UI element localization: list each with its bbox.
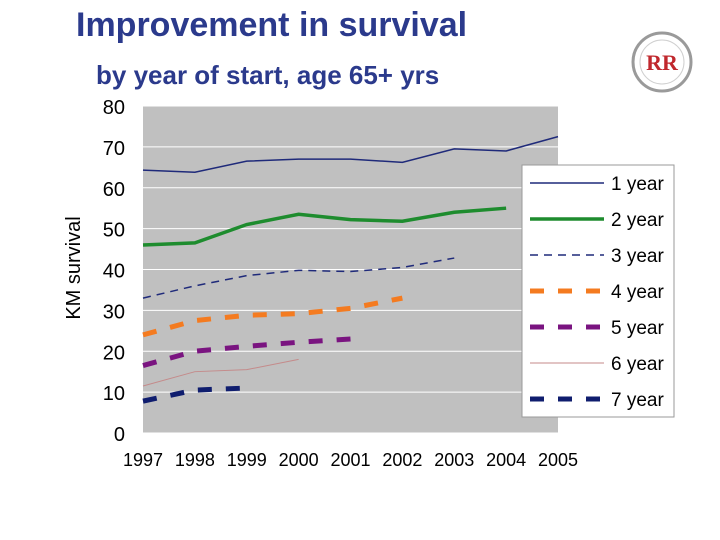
legend-label: 6 year <box>611 354 664 375</box>
legend-label: 5 year <box>611 318 664 339</box>
x-tick-label: 2004 <box>486 450 526 470</box>
y-axis-label: KM survival <box>63 216 85 319</box>
legend-label: 4 year <box>611 282 664 303</box>
series-line-6-year <box>142 358 299 387</box>
y-tick-label: 20 <box>103 342 125 364</box>
logo-text: RR <box>646 50 679 75</box>
series-line-2-year <box>142 206 507 247</box>
legend-label: 7 year <box>611 390 664 411</box>
x-tick-label: 1999 <box>227 450 267 470</box>
y-tick-label: 50 <box>103 220 125 242</box>
x-tick-label: 2001 <box>330 450 370 470</box>
legend-label: 2 year <box>611 210 664 231</box>
y-tick-label: 60 <box>103 179 125 201</box>
x-tick-label: 1998 <box>175 450 215 470</box>
renal-registry-logo-icon: RR <box>631 31 693 93</box>
series-line-5-year <box>142 336 351 368</box>
y-tick-label: 30 <box>103 301 125 323</box>
x-tick-label: 2003 <box>434 450 474 470</box>
x-tick-label: 2005 <box>538 450 578 470</box>
x-tick-label: 2000 <box>279 450 319 470</box>
series-line-7-year <box>142 385 247 404</box>
y-tick-label: 10 <box>103 383 125 405</box>
legend-label: 3 year <box>611 246 664 267</box>
page-subtitle: by year of start, age 65+ yrs <box>96 60 440 90</box>
y-tick-label: 80 <box>103 97 125 119</box>
y-tick-label: 0 <box>114 424 125 446</box>
x-tick-label: 2002 <box>382 450 422 470</box>
legend-label: 1 year <box>611 174 664 195</box>
page-title: Improvement in survival <box>76 6 468 44</box>
y-tick-label: 40 <box>103 261 125 283</box>
x-tick-label: 1997 <box>123 450 163 470</box>
y-tick-label: 70 <box>103 138 125 160</box>
